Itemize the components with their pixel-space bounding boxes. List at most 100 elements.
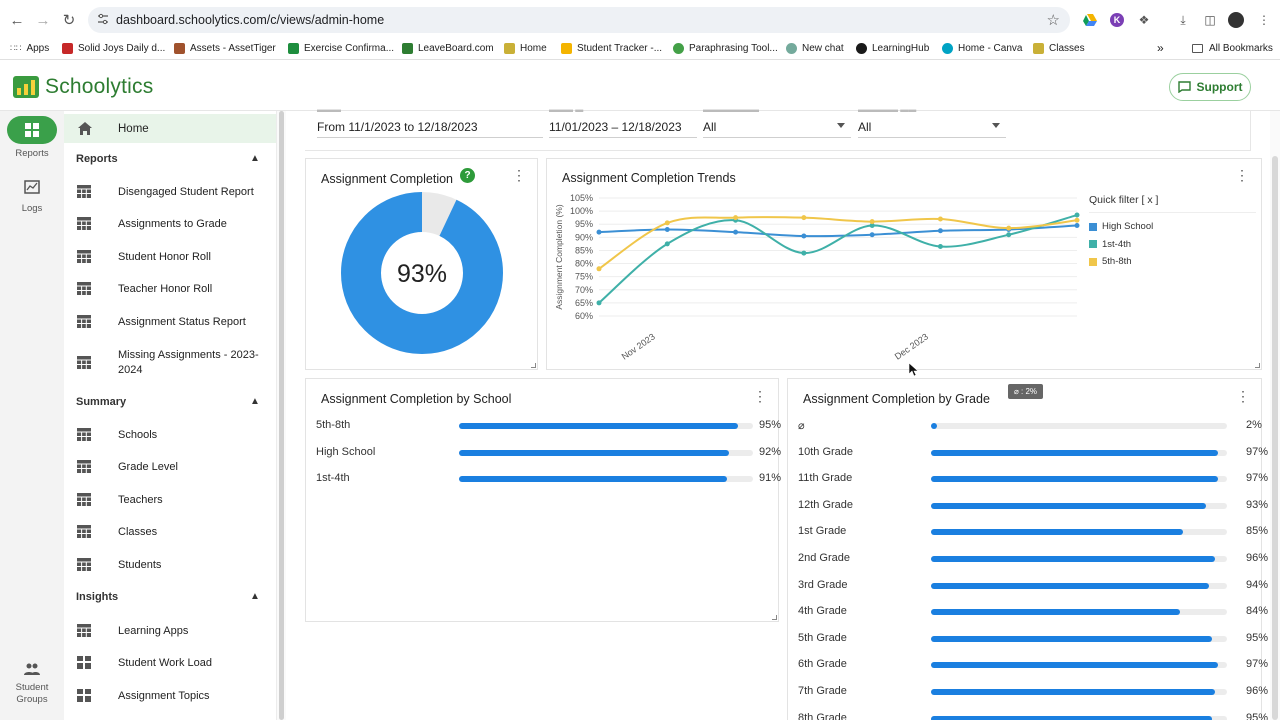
data-point-5th-8th[interactable]	[801, 215, 807, 221]
bar-fill[interactable]	[931, 582, 1210, 589]
bar-fill[interactable]	[459, 423, 739, 429]
bar-fill[interactable]	[931, 715, 1213, 720]
series-line-high-school[interactable]	[598, 224, 1078, 238]
data-point-high-school[interactable]	[596, 229, 602, 235]
section-reports[interactable]: Reports	[76, 153, 118, 165]
bar-fill[interactable]	[459, 476, 727, 483]
bookmark-assettiger[interactable]: Assets - AssetTiger	[174, 43, 276, 54]
extensions-puzzle-icon[interactable]: ❖	[1138, 13, 1150, 27]
rail-reports[interactable]: Reports	[0, 116, 64, 159]
grade-select[interactable]: ▬▬▬▬▬ ▬▬ All	[858, 105, 1006, 138]
back-icon[interactable]: ←	[9, 11, 25, 29]
legend-item-1st-4th[interactable]: 1st-4th	[1089, 239, 1131, 250]
data-point-5th-8th[interactable]	[664, 220, 670, 226]
more-options-icon[interactable]: ⋮	[512, 167, 526, 183]
main-scrollbar[interactable]	[1270, 111, 1280, 720]
chevron-up-icon[interactable]: ▲	[250, 153, 260, 164]
bar-fill[interactable]	[931, 476, 1219, 483]
chevron-up-icon[interactable]: ▲	[250, 396, 260, 407]
data-point-1st-4th[interactable]	[1006, 232, 1012, 238]
rail-logs[interactable]: Logs	[0, 173, 64, 214]
download-icon[interactable]: ⤓	[1180, 12, 1186, 27]
data-point-1st-4th[interactable]	[1074, 212, 1080, 218]
data-point-5th-8th[interactable]	[733, 215, 739, 221]
bar-row[interactable]: 6th Grade 97%	[798, 658, 1268, 672]
bookmark-solid-joys[interactable]: Solid Joys Daily d...	[62, 43, 165, 54]
sidebar-scrollbar[interactable]	[276, 111, 286, 720]
data-point-5th-8th[interactable]	[1074, 217, 1080, 223]
bookmark-leaveboard[interactable]: LeaveBoard.com	[402, 43, 494, 54]
bookmark-canva[interactable]: Home - Canva	[942, 43, 1022, 54]
bookmark-student-tracker[interactable]: Student Tracker -...	[561, 43, 662, 54]
bar-row[interactable]: 5th-8th 95%	[316, 419, 781, 433]
drive-extension-icon[interactable]	[1081, 11, 1099, 29]
series-line-1st-4th[interactable]	[598, 214, 1078, 304]
data-point-1st-4th[interactable]	[801, 250, 807, 256]
section-insights[interactable]: Insights	[76, 591, 119, 603]
data-point-high-school[interactable]	[937, 228, 943, 234]
date-range-picker[interactable]: ▬▬▬ ▬ 11/01/2023 – 12/18/2023	[549, 105, 697, 138]
bar-row[interactable]: 8th Grade 95%	[798, 712, 1268, 720]
rail-student-groups[interactable]: Student Groups	[0, 659, 64, 706]
main-scroll-thumb[interactable]	[1272, 156, 1278, 720]
school-select[interactable]: ▬▬▬▬▬▬▬ All	[703, 105, 851, 138]
bar-row[interactable]: 12th Grade 93%	[798, 499, 1268, 513]
period-filter[interactable]: ▬▬▬ From 11/1/2023 to 12/18/2023	[317, 105, 543, 138]
more-options-icon[interactable]: ⋮	[1235, 167, 1249, 183]
quick-filter-label[interactable]: Quick filter [ x ]	[1089, 194, 1159, 206]
more-options-icon[interactable]: ⋮	[1236, 388, 1250, 404]
data-point-1st-4th[interactable]	[596, 300, 602, 306]
resize-handle-icon[interactable]	[772, 615, 777, 620]
bookmark-new-chat[interactable]: New chat	[786, 43, 844, 54]
data-point-high-school[interactable]	[664, 226, 670, 232]
data-point-high-school[interactable]	[1074, 223, 1080, 229]
bar-fill[interactable]	[931, 502, 1207, 509]
donut-completion-arc[interactable]	[341, 192, 503, 354]
more-bookmarks-icon[interactable]: »	[1157, 41, 1164, 55]
forward-icon[interactable]: →	[35, 11, 51, 29]
bar-row[interactable]: 3rd Grade 94%	[798, 579, 1268, 593]
data-point-5th-8th[interactable]	[869, 219, 875, 225]
chevron-up-icon[interactable]: ▲	[250, 591, 260, 602]
bar-fill[interactable]	[931, 635, 1213, 642]
bar-fill[interactable]	[931, 529, 1183, 536]
data-point-1st-4th[interactable]	[937, 244, 943, 250]
bar-row[interactable]: ⌀ 2%	[798, 419, 1262, 433]
legend-item-high-school[interactable]: High School	[1089, 221, 1153, 232]
bar-fill[interactable]	[931, 609, 1180, 616]
schoolytics-logo-icon[interactable]	[13, 76, 39, 98]
data-point-5th-8th[interactable]	[596, 266, 602, 272]
data-point-5th-8th[interactable]	[1006, 225, 1012, 231]
data-point-high-school[interactable]	[733, 229, 739, 235]
data-point-5th-8th[interactable]	[937, 216, 943, 222]
bar-fill[interactable]	[931, 423, 937, 429]
resize-handle-icon[interactable]	[531, 363, 536, 368]
k-extension-icon[interactable]: K	[1108, 11, 1126, 29]
support-button[interactable]: Support	[1169, 73, 1251, 101]
bookmark-exercise[interactable]: Exercise Confirma...	[288, 43, 394, 54]
browser-menu-icon[interactable]: ⋮	[1258, 13, 1270, 27]
bookmark-apps[interactable]: ∷∷ Apps	[10, 43, 50, 54]
help-icon[interactable]: ?	[460, 168, 475, 183]
data-point-1st-4th[interactable]	[869, 223, 875, 229]
bar-fill[interactable]	[931, 449, 1219, 456]
bar-fill[interactable]	[931, 556, 1216, 562]
bar-row[interactable]: 7th Grade 96%	[798, 685, 1268, 699]
bookmark-learninghub[interactable]: LearningHub	[856, 43, 929, 54]
bar-fill[interactable]	[931, 662, 1219, 669]
bookmark-classes[interactable]: Classes	[1033, 43, 1085, 54]
sidebar-scroll-thumb[interactable]	[279, 111, 284, 720]
legend-item-5th-8th[interactable]: 5th-8th	[1089, 256, 1132, 267]
bookmark-star-icon[interactable]: ☆	[1046, 12, 1060, 29]
bar-row[interactable]: 1st-4th 91%	[316, 472, 781, 486]
reload-icon[interactable]: ↻	[62, 12, 76, 29]
bookmark-home[interactable]: Home	[504, 43, 547, 54]
bar-fill[interactable]	[459, 449, 730, 456]
bar-row[interactable]: 11th Grade 97%	[798, 472, 1268, 486]
site-settings-icon[interactable]	[97, 13, 109, 25]
bar-row[interactable]: 5th Grade 95%	[798, 632, 1268, 646]
app-name[interactable]: Schoolytics	[45, 75, 154, 98]
bookmark-paraphrasing[interactable]: Paraphrasing Tool...	[673, 43, 778, 54]
bar-row[interactable]: High School 92%	[316, 446, 781, 460]
bar-row[interactable]: 2nd Grade 96%	[798, 552, 1268, 566]
